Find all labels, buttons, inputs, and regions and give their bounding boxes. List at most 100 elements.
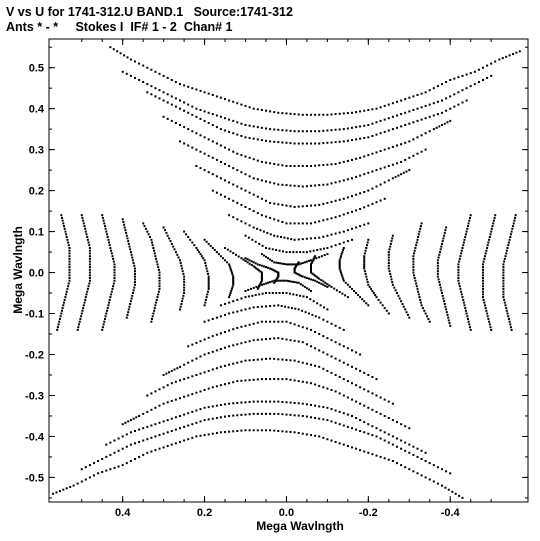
uv-point xyxy=(169,240,172,243)
uv-point xyxy=(183,292,186,294)
uv-point xyxy=(219,404,222,406)
uv-point xyxy=(282,292,284,294)
uv-point xyxy=(417,293,420,296)
uv-point xyxy=(436,270,439,273)
uv-point xyxy=(312,279,315,282)
uv-point xyxy=(439,248,442,251)
uv-point xyxy=(359,110,362,113)
uv-point xyxy=(342,197,345,200)
uv-point xyxy=(375,169,378,172)
uv-point xyxy=(415,241,418,244)
uv-point xyxy=(265,282,267,285)
uv-point xyxy=(240,257,243,260)
uv-point xyxy=(351,287,353,290)
uv-point xyxy=(183,278,186,281)
uv-point xyxy=(181,297,184,300)
uv-point xyxy=(366,241,369,244)
uv-point xyxy=(366,244,368,247)
uv-point xyxy=(420,134,423,137)
uv-point xyxy=(187,345,190,348)
uv-point xyxy=(146,410,149,413)
uv-point xyxy=(301,165,304,167)
uv-point xyxy=(281,183,284,186)
uv-point xyxy=(86,290,89,293)
uv-point xyxy=(170,443,173,446)
uv-point xyxy=(359,419,362,422)
uv-point xyxy=(187,128,190,131)
uv-point xyxy=(375,185,378,188)
uv-point xyxy=(502,296,505,299)
uv-point xyxy=(158,274,161,277)
y-tick-label: -0.5 xyxy=(25,472,44,484)
uv-point xyxy=(248,359,251,362)
uv-point xyxy=(207,433,210,436)
uv-point xyxy=(211,318,214,320)
uv-point xyxy=(232,311,235,314)
uv-point xyxy=(387,253,390,256)
uv-point xyxy=(428,478,431,481)
uv-point xyxy=(211,386,214,389)
uv-point xyxy=(240,413,243,416)
uv-point xyxy=(482,290,484,293)
uv-point xyxy=(391,443,394,446)
uv-point xyxy=(191,241,194,244)
uv-point xyxy=(502,293,505,296)
uv-point xyxy=(437,256,440,259)
uv-point xyxy=(235,253,237,256)
uv-point xyxy=(215,191,218,194)
uv-point xyxy=(310,268,312,271)
uv-point xyxy=(445,308,448,311)
uv-point xyxy=(267,281,269,284)
uv-point xyxy=(324,284,327,287)
uv-point xyxy=(338,161,341,164)
uv-point xyxy=(363,109,366,112)
uv-point xyxy=(507,315,510,318)
uv-point xyxy=(285,129,288,132)
uv-point xyxy=(334,374,337,376)
uv-point xyxy=(162,99,165,102)
uv-point xyxy=(387,441,390,444)
uv-point xyxy=(485,249,488,252)
uv-point xyxy=(312,300,315,303)
uv-point xyxy=(68,279,71,282)
uv-point xyxy=(211,140,214,143)
uv-point xyxy=(85,293,88,296)
uv-point xyxy=(417,290,420,293)
uv-point xyxy=(129,300,132,303)
uv-point xyxy=(204,301,207,304)
uv-point xyxy=(488,320,491,323)
uv-point xyxy=(330,389,333,391)
uv-point xyxy=(110,252,113,255)
uv-point xyxy=(342,328,345,331)
uv-point xyxy=(158,287,161,290)
uv-point xyxy=(117,449,120,452)
uv-point xyxy=(64,296,67,299)
uv-point xyxy=(505,252,508,255)
uv-point xyxy=(277,128,280,131)
uv-point xyxy=(113,466,116,469)
uv-point xyxy=(289,378,292,381)
uv-point xyxy=(154,255,157,258)
uv-point xyxy=(265,180,267,183)
uv-point xyxy=(330,233,333,236)
uv-point xyxy=(311,260,314,263)
uv-point xyxy=(177,256,180,259)
uv-point xyxy=(346,425,349,428)
uv-point xyxy=(174,251,177,254)
uv-point xyxy=(174,428,177,431)
uv-point xyxy=(340,273,343,276)
uv-point xyxy=(314,279,317,282)
uv-point xyxy=(387,417,390,419)
uv-point xyxy=(462,301,465,304)
uv-point xyxy=(199,89,202,92)
uv-point xyxy=(342,247,345,249)
uv-point xyxy=(88,266,91,269)
uv-point xyxy=(198,251,201,254)
uv-point xyxy=(340,253,343,256)
uv-point xyxy=(228,214,231,217)
uv-point xyxy=(277,337,280,340)
uv-point xyxy=(86,287,89,290)
uv-point xyxy=(486,64,489,67)
uv-point xyxy=(297,238,300,241)
uv-point xyxy=(277,279,280,282)
